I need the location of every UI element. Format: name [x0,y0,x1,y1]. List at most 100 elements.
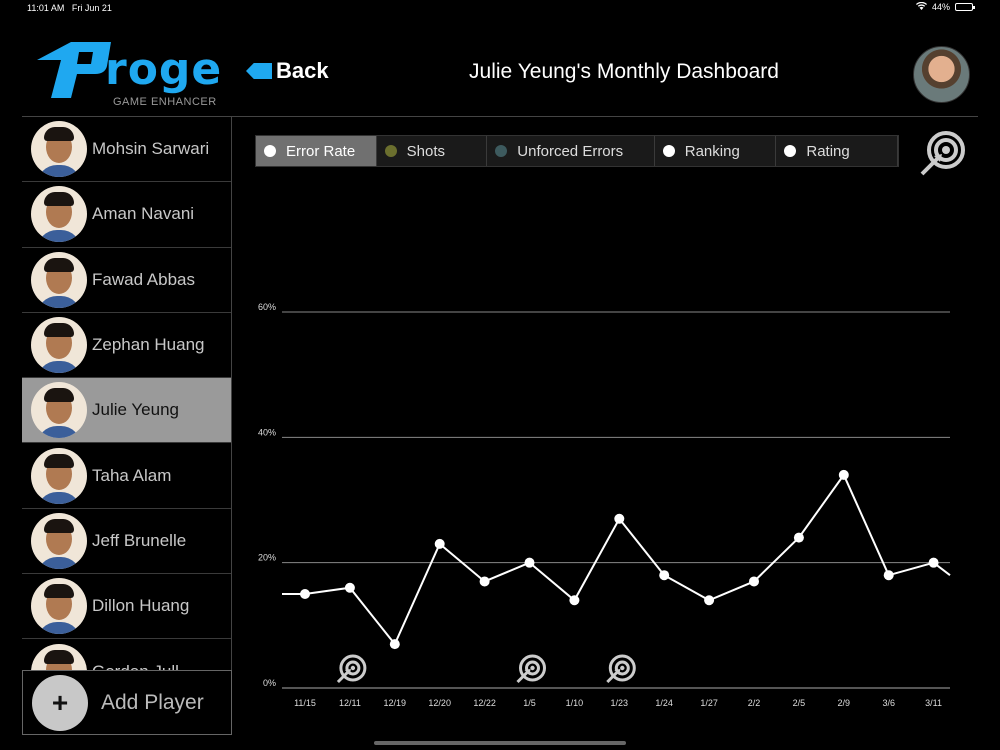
x-tick-label: 12/11 [339,698,361,708]
player-avatar [31,382,87,439]
player-name: Mohsin Sarwari [92,139,210,159]
battery-icon [955,3,975,11]
tab-rating[interactable]: Rating [776,136,898,166]
data-point [569,595,580,606]
data-point [524,557,535,568]
tab-label: Error Rate [286,142,356,160]
player-item[interactable]: Aman Navani [22,182,231,248]
player-name: Zephan Huang [92,335,205,355]
data-point [389,639,400,650]
target-marker-icon[interactable] [336,654,367,684]
plus-icon: + [32,674,88,731]
x-tick-label: 12/19 [384,698,407,708]
y-tick-label: 20% [258,553,276,563]
series-line [282,472,951,647]
player-item[interactable]: Fawad Abbas [22,248,231,313]
target-icon[interactable] [918,130,966,178]
player-name: Julie Yeung [92,400,179,420]
tab-ranking[interactable]: Ranking [655,136,777,166]
battery-percent: 44% [931,2,950,12]
y-tick-label: 0% [263,678,276,688]
tab-shots[interactable]: Shots [377,136,488,166]
logo-wordmark: roge [105,44,223,95]
x-tick-label: 3/6 [882,698,895,708]
tab-dot-icon [264,145,276,157]
x-tick-label: 2/2 [748,698,761,708]
player-name: Aman Navani [92,204,195,224]
add-player-button[interactable]: + Add Player [22,670,232,735]
x-tick-label: 12/20 [428,698,451,708]
player-avatar [31,512,87,569]
data-point [928,557,939,568]
data-point [344,582,355,593]
data-point [883,570,894,581]
player-item[interactable]: Mohsin Sarwari [22,117,231,183]
back-arrow-icon [246,63,272,79]
x-tick-label: 1/5 [523,698,536,708]
target-marker-icon[interactable] [606,654,636,684]
data-point [793,532,804,543]
back-button[interactable]: Back [246,58,329,84]
data-point [614,513,625,524]
metric-tabs: Error Rate Shots Unforced Errors Ranking Rat… [255,135,899,167]
data-point [838,469,849,480]
data-point [479,576,490,587]
player-avatar [31,251,87,308]
player-avatar [31,186,87,243]
x-tick-label: 11/15 [294,698,316,708]
player-item[interactable]: Dillon Huang [22,574,231,640]
x-tick-label: 1/24 [655,698,673,708]
wifi-icon [915,1,927,12]
coach-avatar[interactable] [913,46,970,103]
app-logo: roge GAME ENHANCER [33,40,223,110]
target-marker-icon[interactable] [516,654,546,684]
add-player-label: Add Player [101,690,204,714]
player-list[interactable]: Mohsin Sarwari Aman Navani Fawad Abbas Zeph… [22,117,232,670]
tab-label: Shots [406,142,445,160]
player-item[interactable]: Julie Yeung [22,378,231,444]
player-name: Jeff Brunelle [92,530,187,550]
player-name: Fawad Abbas [92,269,196,289]
status-time: 11:01 AM Fri Jun 21 [27,3,112,13]
player-avatar [31,578,87,635]
player-avatar [31,121,87,178]
tab-label: Rating [806,142,850,160]
tab-label: Unforced Errors [517,142,624,160]
x-tick-label: 2/5 [793,698,806,708]
player-item[interactable]: Jeff Brunelle [22,509,231,575]
back-label: Back [276,58,329,83]
tab-dot-icon [662,145,675,157]
player-name: Taha Alam [92,465,172,485]
player-item[interactable]: Gordon Jull [22,639,231,670]
player-name: Dillon Huang [92,596,190,616]
data-point [749,576,759,587]
tab-dot-icon [384,145,397,157]
header-divider [22,116,978,117]
x-tick-label: 12/22 [473,698,496,708]
player-item[interactable]: Zephan Huang [22,313,231,379]
y-tick-label: 60% [258,302,276,312]
logo-tagline: GAME ENHANCER [113,96,217,108]
player-avatar [31,643,87,670]
data-point [300,589,310,599]
tab-dot-icon [495,145,508,157]
x-tick-label: 1/27 [700,698,718,708]
tab-unforced-errors[interactable]: Unforced Errors [487,136,655,166]
y-tick-label: 40% [258,427,276,437]
x-tick-label: 1/10 [566,698,584,708]
tab-label: Ranking [684,142,740,160]
error-rate-chart: 0% 20% 40% 60% 11/15 12/11 12/19 12/20 12/22 1/5 1… [258,302,951,708]
x-tick-label: 3/11 [925,698,942,708]
tab-error-rate[interactable]: Error Rate [256,136,377,166]
player-name: Gordon Jull [92,661,222,670]
data-point [704,595,715,606]
tab-dot-icon [784,145,797,157]
player-item[interactable]: Taha Alam [22,443,231,509]
x-tick-label: 2/9 [838,698,851,708]
logo-mark-icon [37,42,111,98]
status-indicators: 44% [915,1,975,12]
home-indicator [374,741,626,745]
page-title: Julie Yeung's Monthly Dashboard [469,60,779,83]
x-tick-label: 1/23 [611,698,629,708]
status-bar: 11:01 AM Fri Jun 21 44% [0,0,1000,16]
